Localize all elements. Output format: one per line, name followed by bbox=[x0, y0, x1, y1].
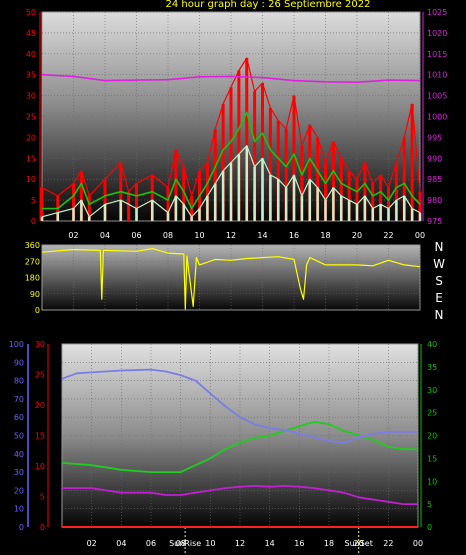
humidity-x-tick-label: 12 bbox=[235, 539, 245, 548]
humidity-y-tick-label: 60 bbox=[14, 413, 24, 422]
humidity-x-tick-label: 10 bbox=[205, 539, 215, 548]
pressure-y-tick-label: 1000 bbox=[427, 113, 447, 122]
wind-x-tick-label: 08 bbox=[163, 231, 173, 240]
wind-x-tick-label: 04 bbox=[100, 231, 110, 240]
right-y-tick-label: 30 bbox=[427, 386, 437, 395]
humidity-x-tick-label: 02 bbox=[87, 539, 97, 548]
temp-y-tick-label: 10 bbox=[35, 462, 45, 471]
pressure-line bbox=[41, 73, 421, 83]
wind-direction-line bbox=[41, 248, 421, 310]
dewpoint-line bbox=[61, 420, 418, 474]
humidity-x-tick-label: 00 bbox=[413, 539, 423, 548]
wind-y-tick-label: 35 bbox=[26, 71, 36, 80]
humidity-y-tick-label: 20 bbox=[14, 486, 24, 495]
compass-label: S bbox=[435, 274, 443, 288]
temperature-line bbox=[62, 484, 418, 506]
right-y-tick-label: 0 bbox=[427, 523, 432, 532]
temp-y-tick-label: 25 bbox=[35, 371, 45, 380]
wind-y-tick-label: 40 bbox=[26, 50, 36, 59]
pressure-y-tick-label: 1005 bbox=[427, 92, 447, 101]
humidity-y-tick-label: 40 bbox=[14, 450, 24, 459]
pressure-y-tick-label: 995 bbox=[427, 133, 442, 142]
compass-label: E bbox=[435, 291, 443, 305]
wind-y-tick-label: 25 bbox=[26, 113, 36, 122]
wind-x-tick-label: 20 bbox=[352, 231, 362, 240]
wind-x-tick-label: 02 bbox=[68, 231, 78, 240]
wind-y-tick-label: 30 bbox=[26, 92, 36, 101]
compass-label: W bbox=[433, 257, 445, 271]
pressure-y-tick-label: 975 bbox=[427, 217, 442, 226]
chart-title: 24 hour graph day : 26 Septiembre 2022 bbox=[165, 0, 371, 10]
right-y-tick-label: 15 bbox=[427, 454, 437, 463]
humidity-line bbox=[61, 368, 418, 444]
wind-y-tick-label: 10 bbox=[26, 175, 36, 184]
temp-y-tick-label: 20 bbox=[35, 401, 45, 410]
wind-y-tick-label: 15 bbox=[26, 154, 36, 163]
compass-label: N bbox=[434, 308, 444, 322]
wind-x-tick-label: 06 bbox=[131, 231, 141, 240]
temp-y-tick-label: 5 bbox=[40, 493, 45, 502]
wind-min-line bbox=[41, 145, 421, 218]
wind-y-tick-label: 20 bbox=[26, 133, 36, 142]
pressure-y-tick-label: 985 bbox=[427, 175, 442, 184]
wind-max-line bbox=[41, 57, 421, 197]
pressure-y-tick-label: 1010 bbox=[427, 71, 447, 80]
humidity-x-tick-label: 20 bbox=[354, 539, 364, 548]
wind-x-tick-label: 00 bbox=[415, 231, 425, 240]
direction-y-tick-label: 360 bbox=[25, 241, 40, 250]
humidity-y-tick-label: 70 bbox=[14, 395, 24, 404]
humidity-y-tick-label: 30 bbox=[14, 468, 24, 477]
direction-y-tick-label: 0 bbox=[35, 306, 40, 315]
wind-y-tick-label: 50 bbox=[26, 8, 36, 17]
humidity-y-tick-label: 90 bbox=[14, 358, 24, 367]
wind-x-tick-label: 22 bbox=[383, 231, 393, 240]
wind-x-tick-label: 18 bbox=[320, 231, 330, 240]
humidity-y-tick-label: 50 bbox=[14, 432, 24, 441]
compass-labels: N W S E N bbox=[432, 240, 446, 325]
wind-y-tick-label: 5 bbox=[31, 196, 36, 205]
wind-x-tick-label: 12 bbox=[226, 231, 236, 240]
right-y-tick-label: 20 bbox=[427, 432, 437, 441]
pressure-y-tick-label: 990 bbox=[427, 154, 442, 163]
wind-x-tick-label: 16 bbox=[289, 231, 299, 240]
right-y-tick-label: 10 bbox=[427, 477, 437, 486]
wind-avg-line bbox=[42, 111, 421, 210]
humidity-x-tick-label: 16 bbox=[294, 539, 304, 548]
temp-y-tick-label: 0 bbox=[40, 523, 45, 532]
pressure-y-tick-label: 980 bbox=[427, 196, 442, 205]
humidity-y-tick-label: 10 bbox=[14, 505, 24, 514]
direction-y-tick-label: 90 bbox=[30, 290, 40, 299]
right-y-tick-label: 35 bbox=[427, 363, 437, 372]
wind-x-tick-label: 14 bbox=[257, 231, 267, 240]
direction-y-tick-label: 270 bbox=[25, 257, 40, 266]
temp-y-tick-label: 15 bbox=[35, 432, 45, 441]
humidity-x-tick-label: 06 bbox=[146, 539, 156, 548]
humidity-y-tick-label: 80 bbox=[14, 377, 24, 386]
pressure-y-tick-label: 1015 bbox=[427, 50, 447, 59]
direction-y-tick-label: 180 bbox=[25, 274, 40, 283]
right-y-tick-label: 40 bbox=[427, 340, 437, 349]
humidity-x-tick-label: 08 bbox=[176, 539, 186, 548]
sunrise-label: SunRise bbox=[169, 539, 201, 548]
right-y-tick-label: 5 bbox=[427, 500, 432, 509]
wind-x-tick-label: 10 bbox=[194, 231, 204, 240]
sunset-label: SunSet bbox=[344, 539, 372, 548]
wind-y-tick-label: 0 bbox=[31, 217, 36, 226]
pressure-y-tick-label: 1020 bbox=[427, 29, 447, 38]
temp-y-tick-label: 30 bbox=[35, 340, 45, 349]
humidity-x-tick-label: 04 bbox=[116, 539, 126, 548]
compass-label: N bbox=[434, 240, 444, 254]
humidity-y-tick-label: 100 bbox=[9, 340, 24, 349]
humidity-x-tick-label: 22 bbox=[383, 539, 393, 548]
wind-y-tick-label: 45 bbox=[26, 29, 36, 38]
humidity-x-tick-label: 14 bbox=[265, 539, 275, 548]
right-y-tick-label: 25 bbox=[427, 409, 437, 418]
pressure-y-tick-label: 1025 bbox=[427, 8, 447, 17]
humidity-x-tick-label: 18 bbox=[324, 539, 334, 548]
humidity-y-tick-label: 0 bbox=[19, 523, 24, 532]
